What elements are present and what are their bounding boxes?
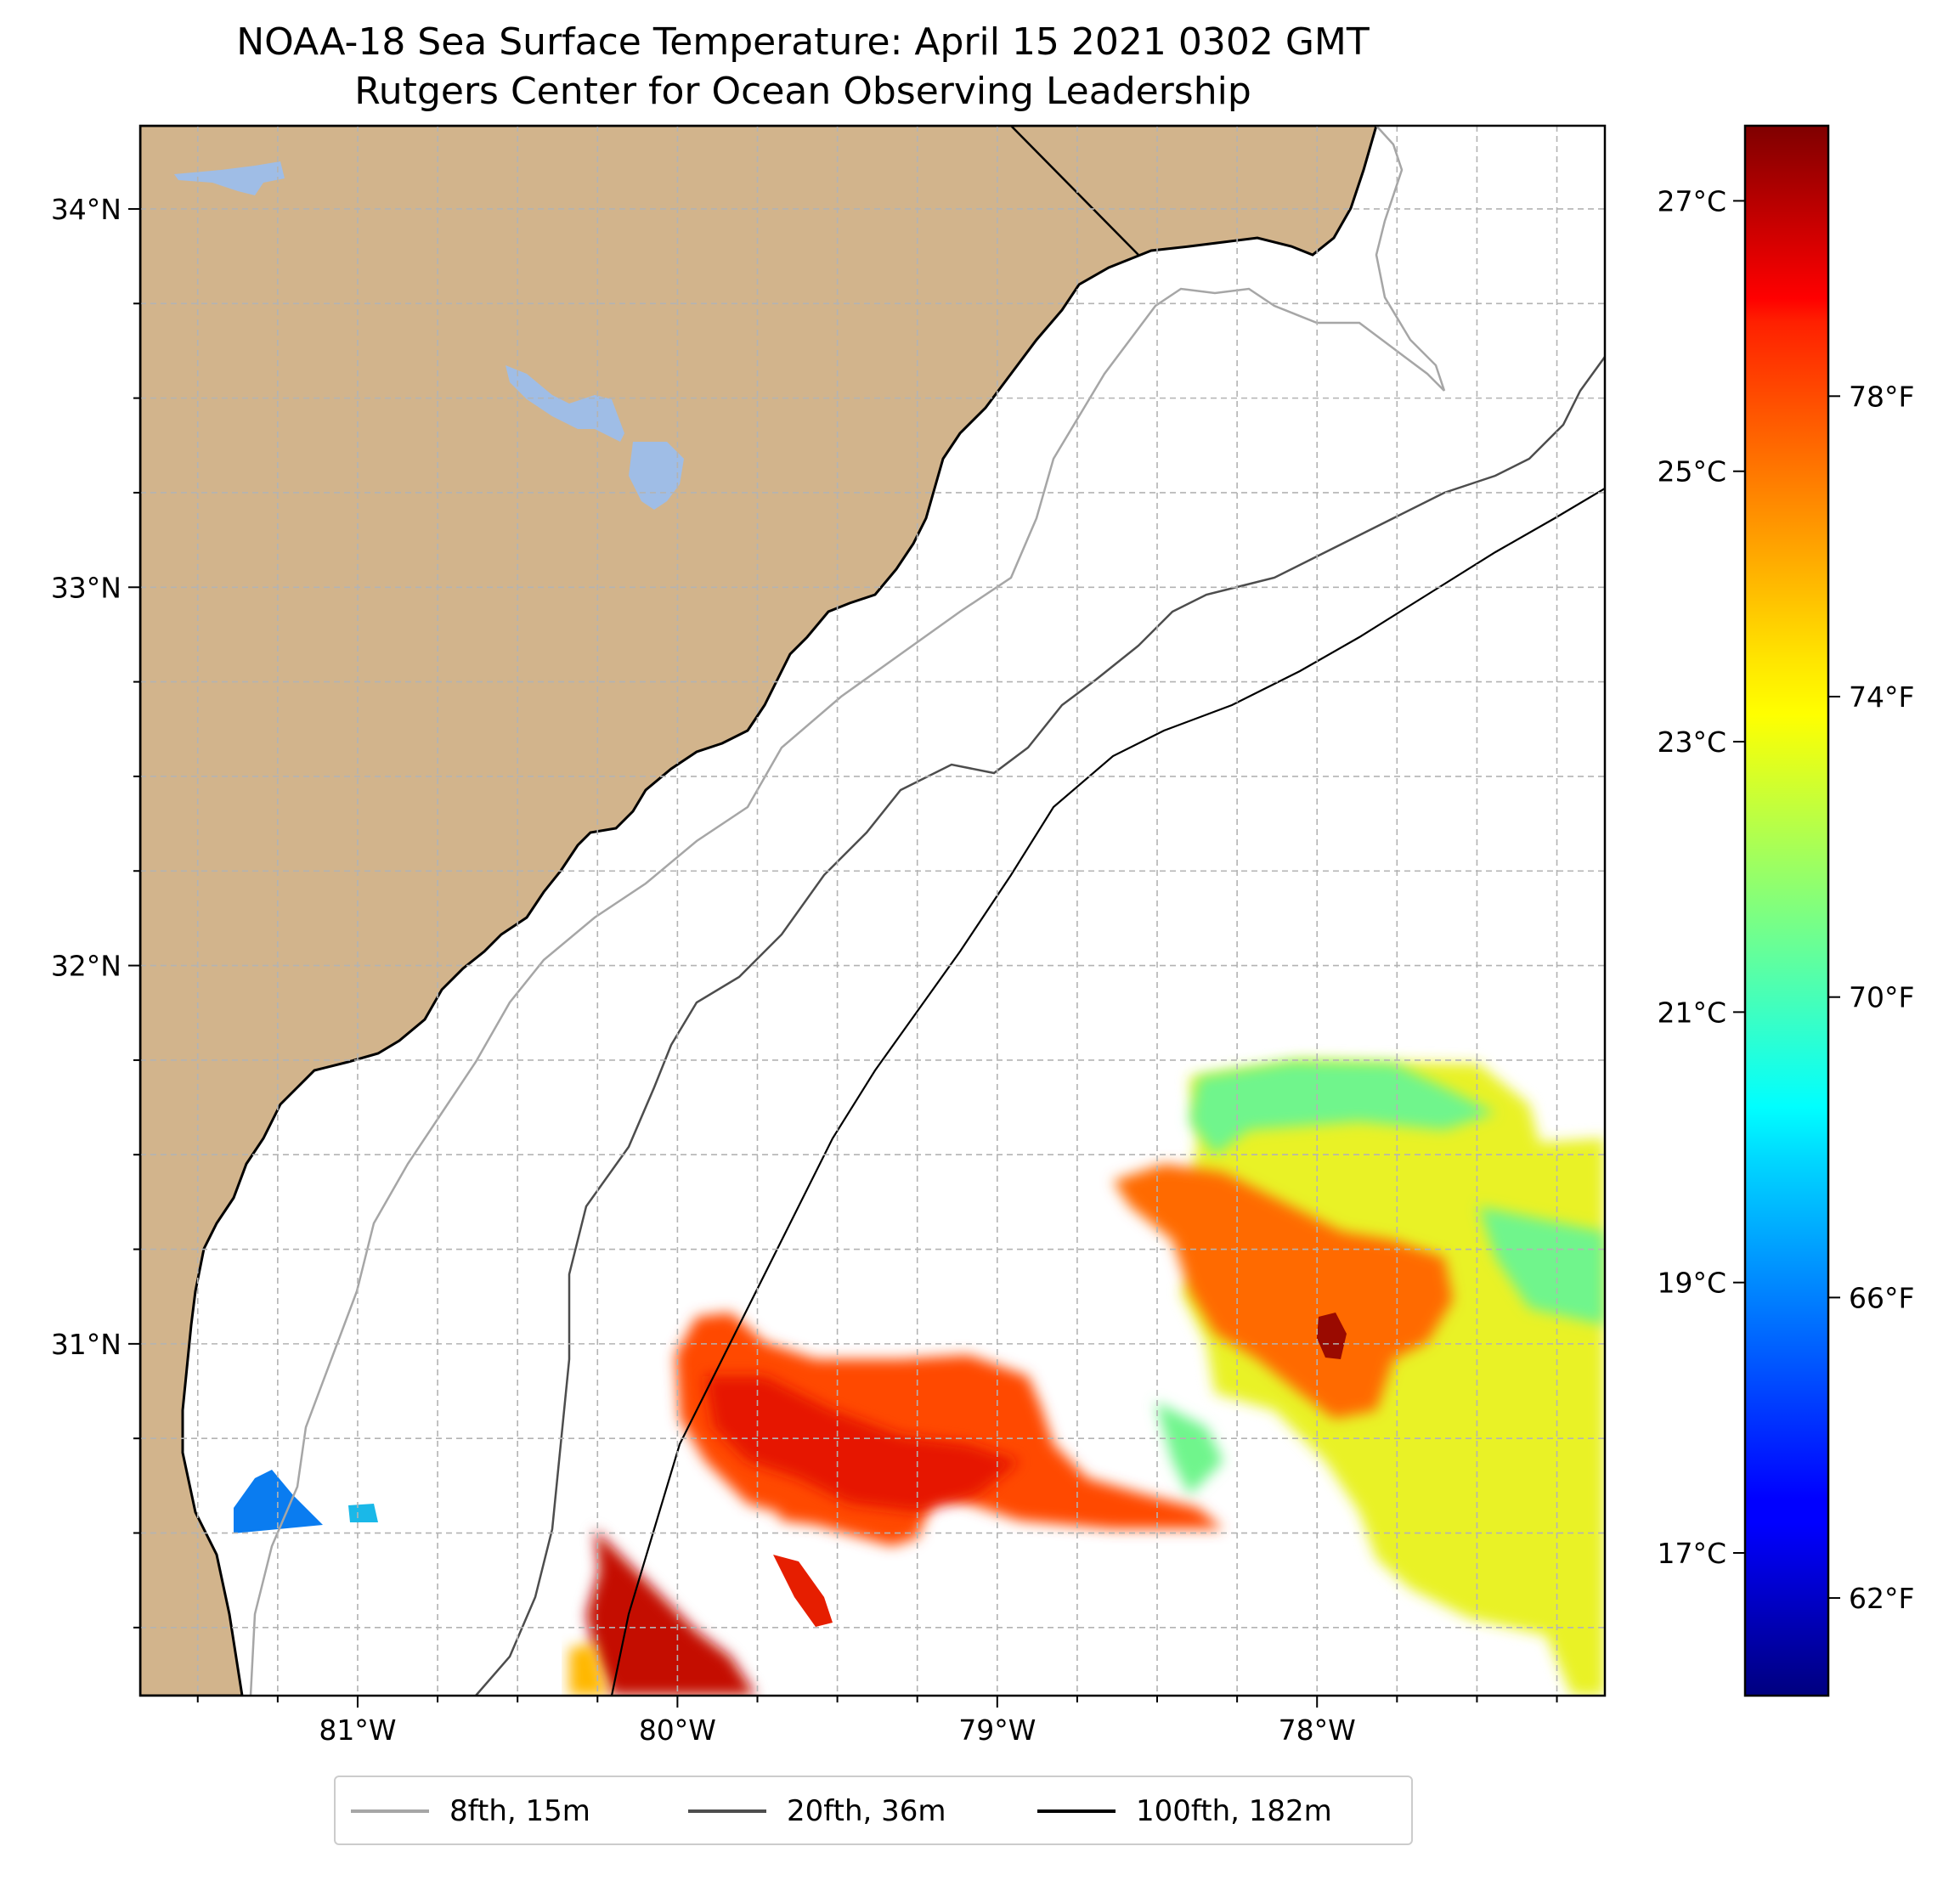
colorbar-fahrenheit-axis: 62°F 66°F 70°F 74°F 78°F (1828, 380, 1914, 1615)
legend-label: 20fth, 36m (787, 1794, 946, 1828)
gridlines (140, 126, 1605, 1696)
legend-label: 100fth, 182m (1136, 1794, 1332, 1828)
colorbar-celsius-label: 21°C (1657, 996, 1726, 1029)
colorbar-celsius-label: 17°C (1657, 1537, 1726, 1570)
y-tick-label: 34°N (51, 193, 121, 226)
y-tick-label: 33°N (51, 571, 121, 604)
legend-item-8fth: 8fth, 15m (351, 1777, 590, 1845)
colorbar-celsius-label: 25°C (1657, 455, 1726, 488)
sst-patch-central (675, 1313, 1223, 1546)
colorbar (1743, 124, 1830, 1697)
colorbar-celsius-label: 19°C (1657, 1267, 1726, 1300)
legend-item-100fth: 100fth, 182m (1037, 1777, 1332, 1845)
sst-patch-south (586, 1529, 756, 1696)
map-frame (138, 124, 1607, 1697)
legend-swatch-8fth (351, 1809, 429, 1813)
contour-8fth (249, 126, 1446, 1696)
sst-patch-west-blue (234, 1470, 323, 1533)
chart-title: NOAA-18 Sea Surface Temperature: April 1… (236, 20, 1370, 64)
y-axis: 34°N 33°N 32°N 31°N (51, 193, 140, 1629)
contour-legend: 8fth, 15m 20fth, 36m 100fth, 182m (334, 1776, 1413, 1845)
colorbar-fahrenheit-label: 66°F (1849, 1281, 1914, 1314)
lakes (174, 161, 684, 510)
legend-label: 8fth, 15m (449, 1794, 590, 1828)
chart-subtitle: Rutgers Center for Ocean Observing Leade… (354, 70, 1251, 113)
legend-swatch-20fth (688, 1809, 766, 1813)
x-tick-label: 80°W (639, 1713, 716, 1747)
sst-data (234, 1060, 1605, 1696)
lake-moultrie (506, 365, 624, 442)
lake-marion (174, 161, 285, 195)
state-border (1010, 126, 1139, 256)
colorbar-celsius-label: 23°C (1657, 725, 1726, 759)
legend-item-20fth: 20fth, 36m (688, 1777, 946, 1845)
legend-swatch-100fth (1037, 1809, 1116, 1813)
colorbar-fahrenheit-label: 78°F (1849, 380, 1914, 413)
map-area (140, 126, 1605, 1696)
colorbar-celsius-axis: 17°C 19°C 21°C 23°C 25°C 27°C (1657, 184, 1745, 1570)
y-tick-label: 32°N (51, 950, 121, 983)
colorbar-fahrenheit-label: 74°F (1849, 680, 1914, 714)
colorbar-fahrenheit-label: 70°F (1849, 981, 1914, 1014)
sst-patch-east-orange (1113, 1164, 1453, 1419)
sst-patch-west-small (348, 1504, 378, 1522)
colorbar-celsius-label: 27°C (1657, 184, 1726, 217)
contour-100fth (610, 488, 1605, 1696)
colorbar-fahrenheit-label: 62°F (1849, 1582, 1914, 1615)
sst-patch-east-green (1155, 1062, 1605, 1495)
x-tick-label: 79°W (958, 1713, 1036, 1747)
land (140, 126, 1378, 1696)
contour-20fth (475, 356, 1605, 1696)
sst-patch-hotspot (1317, 1313, 1347, 1359)
x-axis: 81°W 80°W 79°W 78°W (196, 1696, 1558, 1747)
x-tick-label: 78°W (1279, 1713, 1356, 1747)
y-tick-label: 31°N (51, 1328, 121, 1361)
x-tick-label: 81°W (319, 1713, 396, 1747)
sst-patch-small (773, 1555, 833, 1627)
sst-patch-central-red (705, 1376, 1020, 1512)
